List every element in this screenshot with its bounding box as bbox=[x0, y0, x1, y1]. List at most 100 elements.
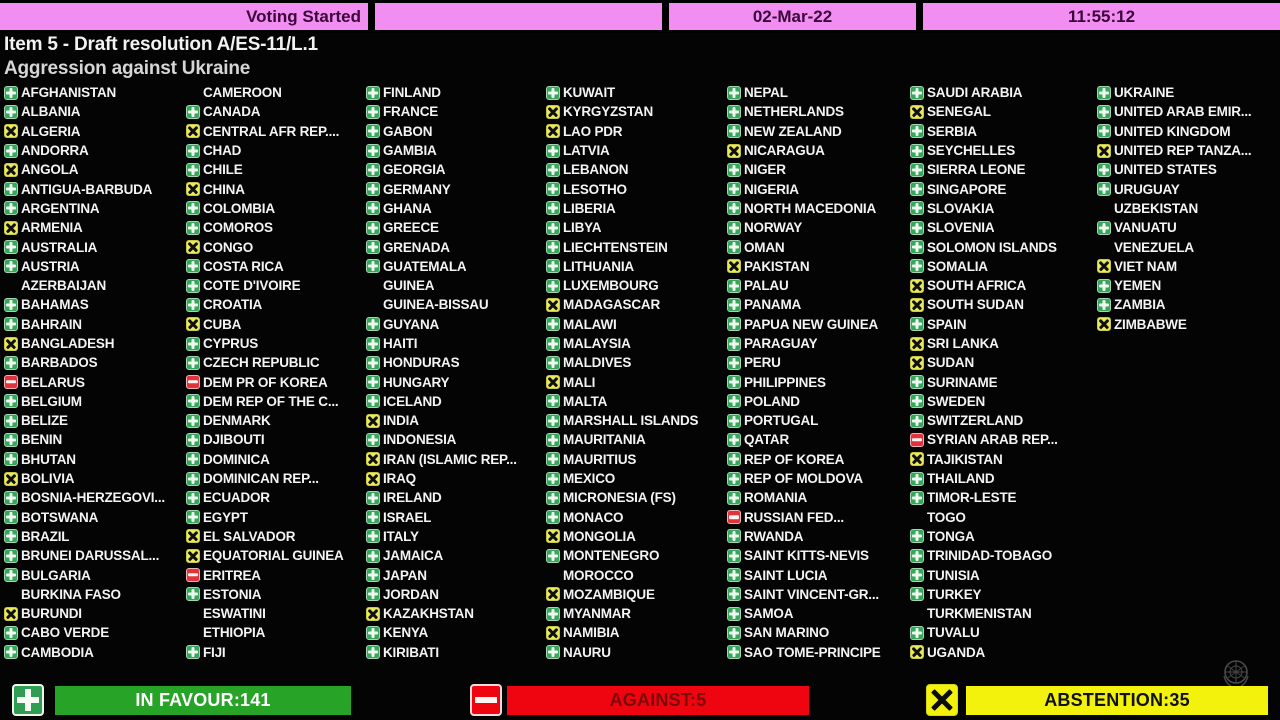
country-label: GREECE bbox=[383, 220, 439, 236]
country-label: CHINA bbox=[203, 181, 245, 197]
country-label: PANAMA bbox=[744, 297, 802, 313]
country-row: BOSNIA-HERZEGOVI... bbox=[4, 488, 186, 507]
country-label: BELIZE bbox=[21, 413, 68, 429]
country-label: BOTSWANA bbox=[21, 509, 99, 525]
voting-status-text: Voting Started bbox=[246, 6, 361, 26]
country-row: NEW ZEALAND bbox=[727, 122, 909, 141]
country-label: SOLOMON ISLANDS bbox=[927, 239, 1057, 255]
country-row: VENEZUELA bbox=[1097, 237, 1279, 256]
country-label: BENIN bbox=[21, 432, 63, 448]
country-label: SWITZERLAND bbox=[927, 413, 1024, 429]
country-row: AFGHANISTAN bbox=[4, 83, 186, 102]
plus-icon bbox=[727, 645, 741, 660]
minus-icon bbox=[186, 568, 200, 583]
country-label: PHILIPPINES bbox=[744, 374, 826, 390]
country-label: EQUATORIAL GUINEA bbox=[203, 548, 344, 564]
country-label: NORWAY bbox=[744, 220, 803, 236]
x-icon bbox=[4, 606, 18, 621]
plus-icon bbox=[727, 124, 741, 139]
plus-icon bbox=[186, 510, 200, 525]
country-row: UNITED STATES bbox=[1097, 160, 1279, 179]
plus-icon bbox=[727, 336, 741, 351]
country-row: JAMAICA bbox=[366, 546, 548, 565]
country-label: LATVIA bbox=[563, 143, 610, 159]
country-label: DOMINICA bbox=[203, 451, 270, 467]
plus-icon bbox=[1097, 85, 1111, 100]
country-label: ANGOLA bbox=[21, 162, 79, 178]
plus-icon bbox=[186, 297, 200, 312]
x-icon bbox=[1097, 143, 1111, 158]
x-icon bbox=[910, 645, 924, 660]
plus-icon bbox=[1097, 104, 1111, 119]
country-row: SOUTH SUDAN bbox=[910, 295, 1092, 314]
country-row: PARAGUAY bbox=[727, 334, 909, 353]
country-label: GUATEMALA bbox=[383, 258, 467, 274]
plus-icon bbox=[366, 375, 380, 390]
country-row: GUINEA bbox=[366, 276, 548, 295]
plus-icon bbox=[366, 548, 380, 563]
country-column: CAMEROON CANADA CENTRAL AFR REP.... CHAD CHI… bbox=[186, 83, 368, 662]
plus-icon bbox=[4, 510, 18, 525]
plus-icon bbox=[186, 336, 200, 351]
country-label: BAHRAIN bbox=[21, 316, 82, 332]
country-label: VENEZUELA bbox=[1114, 239, 1194, 255]
country-label: BELARUS bbox=[21, 374, 85, 390]
country-row: COMOROS bbox=[186, 218, 368, 237]
country-row: UZBEKISTAN bbox=[1097, 199, 1279, 218]
plus-icon bbox=[4, 104, 18, 119]
plus-icon bbox=[546, 413, 560, 428]
country-row: SAMOA bbox=[727, 604, 909, 623]
country-row: NORWAY bbox=[727, 218, 909, 237]
plus-icon bbox=[727, 625, 741, 640]
country-label: AUSTRIA bbox=[21, 258, 80, 274]
plus-icon bbox=[366, 85, 380, 100]
plus-icon bbox=[546, 143, 560, 158]
country-row: BOTSWANA bbox=[4, 508, 186, 527]
country-row: FIJI bbox=[186, 643, 368, 662]
country-row: NAMIBIA bbox=[546, 623, 728, 642]
top-status-bar: Voting Started 02-Mar-22 11:55:12 bbox=[0, 0, 1280, 33]
plus-icon bbox=[546, 490, 560, 505]
country-label: GRENADA bbox=[383, 239, 450, 255]
abstention-x-icon bbox=[926, 684, 958, 716]
country-label: CANADA bbox=[203, 104, 261, 120]
country-row: PAKISTAN bbox=[727, 257, 909, 276]
country-row: CABO VERDE bbox=[4, 623, 186, 642]
country-label: NEPAL bbox=[744, 85, 788, 101]
plus-icon bbox=[910, 413, 924, 428]
country-label: CROATIA bbox=[203, 297, 263, 313]
country-row: KAZAKHSTAN bbox=[366, 604, 548, 623]
country-row: SPAIN bbox=[910, 315, 1092, 334]
country-row: MARSHALL ISLANDS bbox=[546, 411, 728, 430]
x-icon bbox=[4, 162, 18, 177]
x-icon bbox=[4, 336, 18, 351]
plus-icon bbox=[366, 220, 380, 235]
plus-icon bbox=[1097, 278, 1111, 293]
plus-icon bbox=[727, 413, 741, 428]
country-row: CZECH REPUBLIC bbox=[186, 353, 368, 372]
country-row: SAO TOME-PRINCIPE bbox=[727, 643, 909, 662]
x-icon bbox=[186, 240, 200, 255]
country-label: SENEGAL bbox=[927, 104, 991, 120]
country-label: FINLAND bbox=[383, 85, 441, 101]
plus-icon bbox=[546, 201, 560, 216]
plus-icon bbox=[366, 529, 380, 544]
country-label: BAHAMAS bbox=[21, 297, 89, 313]
blank-segment bbox=[375, 3, 662, 30]
plus-icon bbox=[186, 490, 200, 505]
country-row: DEM PR OF KOREA bbox=[186, 372, 368, 391]
country-label: COMOROS bbox=[203, 220, 273, 236]
country-label: GUYANA bbox=[383, 316, 440, 332]
x-icon bbox=[1097, 317, 1111, 332]
country-row: TURKEY bbox=[910, 585, 1092, 604]
country-row: IRELAND bbox=[366, 488, 548, 507]
country-label: SAMOA bbox=[744, 606, 794, 622]
plus-icon bbox=[546, 355, 560, 370]
country-row: ECUADOR bbox=[186, 488, 368, 507]
country-label: EGYPT bbox=[203, 509, 248, 525]
country-label: COSTA RICA bbox=[203, 258, 284, 274]
country-label: BANGLADESH bbox=[21, 336, 115, 351]
country-label: JAMAICA bbox=[383, 548, 444, 564]
plus-icon bbox=[186, 432, 200, 447]
x-icon bbox=[4, 220, 18, 235]
